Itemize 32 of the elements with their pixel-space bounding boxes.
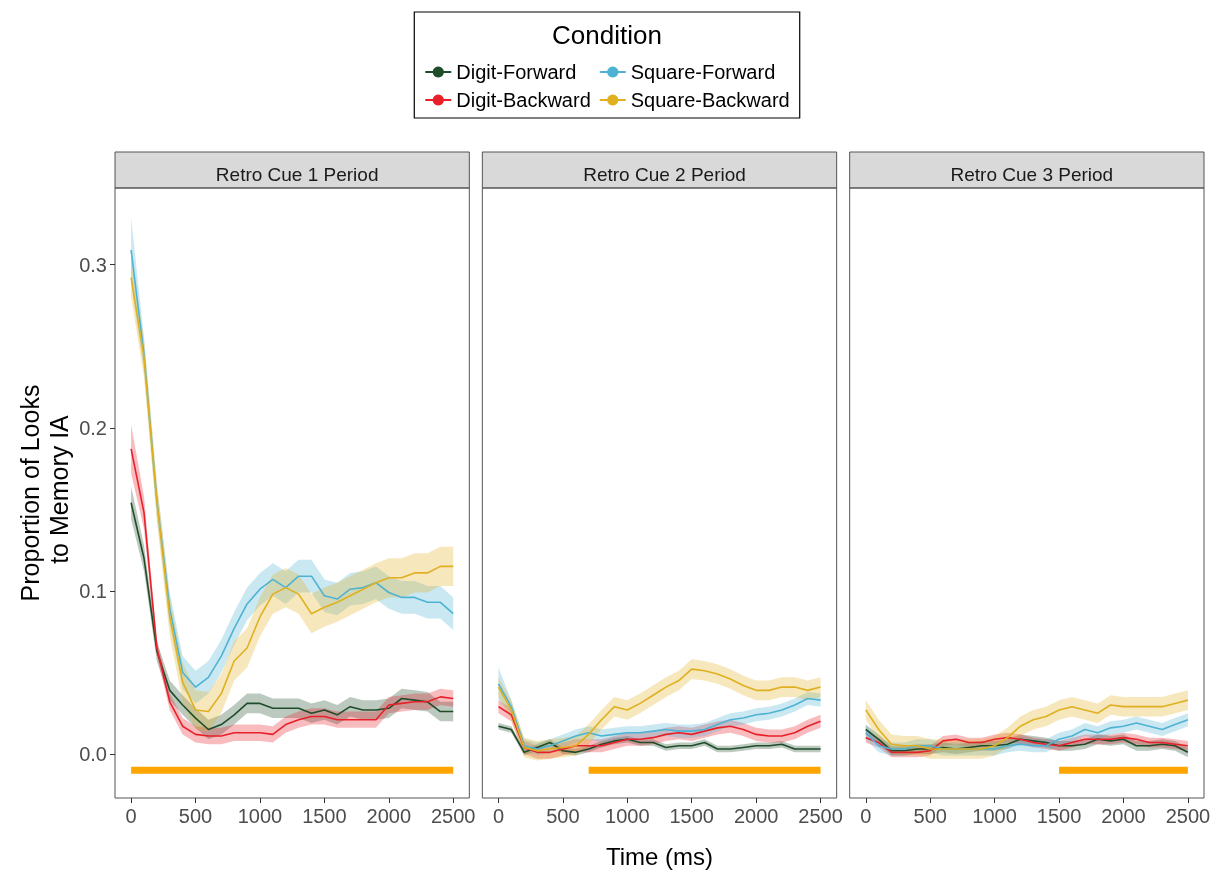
- legend-title: Condition: [552, 20, 662, 50]
- chart-title: Retro Cue 2 Period: [583, 164, 746, 185]
- y-tick-label: 0.2: [79, 416, 107, 439]
- x-tick-label: 2500: [430, 805, 476, 827]
- y-axis-title: Proportion of Looks to Memory IA: [15, 384, 73, 602]
- x-tick-label: 2000: [1101, 805, 1146, 827]
- x-tick-label: 0: [492, 805, 504, 827]
- x-tick-label: 2500: [798, 805, 843, 827]
- x-tick-label: 2000: [733, 805, 779, 827]
- x-tick-label: 1000: [237, 805, 283, 827]
- x-tick-label: 1500: [302, 805, 347, 827]
- legend-label: Square-Backward: [630, 89, 790, 111]
- legend-label: Digit-Backward: [456, 89, 591, 111]
- x-tick-label: 0: [125, 805, 137, 827]
- x-tick-label: 500: [178, 805, 213, 827]
- x-tick-label: 500: [913, 805, 947, 827]
- y-tick-label: 0.0: [79, 742, 107, 765]
- x-tick-label: 1500: [669, 805, 714, 827]
- x-tick-label: 2000: [366, 805, 412, 827]
- legend-label: Digit-Forward: [456, 61, 577, 83]
- x-tick-label: 1000: [605, 805, 650, 827]
- x-tick-label: 500: [546, 805, 580, 827]
- x-tick-label: 1000: [972, 805, 1017, 827]
- legend-label: Square-Forward: [630, 61, 776, 83]
- y-tick-label: 0.3: [79, 253, 107, 276]
- y-tick-label: 0.1: [79, 579, 107, 602]
- x-tick-label: 0: [860, 805, 872, 827]
- x-tick-label: 2500: [1165, 805, 1211, 827]
- x-axis-title: Time (ms): [605, 842, 714, 870]
- chart-title: Retro Cue 1 Period: [215, 164, 379, 185]
- x-tick-label: 1500: [1036, 805, 1082, 827]
- chart-title: Retro Cue 3 Period: [950, 164, 1114, 185]
